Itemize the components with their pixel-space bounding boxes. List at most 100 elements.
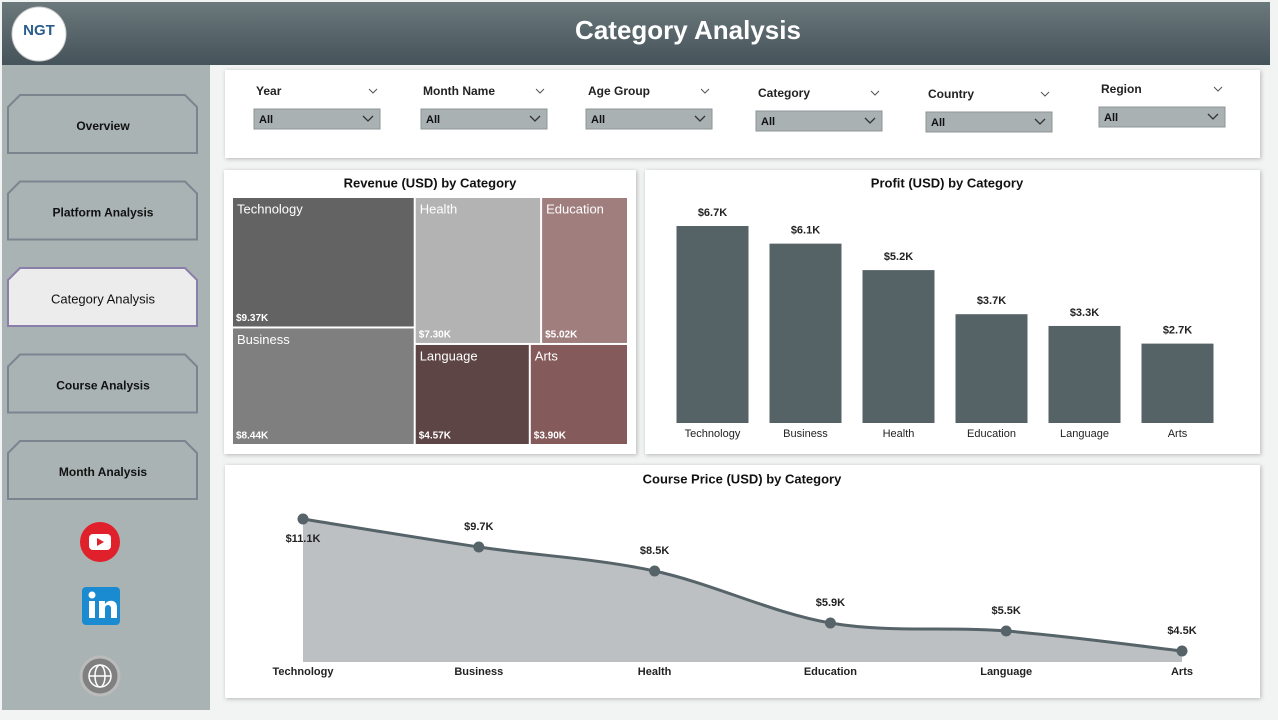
bar-value-label: $2.7K xyxy=(1163,325,1192,337)
point-value-label: $5.5K xyxy=(992,605,1021,617)
filter-value[interactable]: All xyxy=(761,116,775,128)
bar xyxy=(1048,325,1121,423)
nav-label[interactable]: Month Analysis xyxy=(59,465,148,479)
nav-label[interactable]: Overview xyxy=(76,119,130,133)
filter-chevron xyxy=(700,88,710,94)
area-point xyxy=(1176,645,1188,657)
treemap-value: $3.90K xyxy=(534,431,567,442)
filter-label: Age Group xyxy=(588,84,650,98)
filter-label: Month Name xyxy=(423,84,495,98)
dropdown-chevron xyxy=(864,117,876,124)
treemap-value: $9.37K xyxy=(236,313,269,324)
dropdown-chevron xyxy=(694,115,706,122)
bar-value-label: $3.7K xyxy=(977,295,1006,307)
filter-dropdown[interactable] xyxy=(925,111,1053,133)
filter-label: Country xyxy=(928,87,974,101)
treemap-label: Health xyxy=(420,201,458,216)
treemap-label: Education xyxy=(546,201,604,216)
nav-button[interactable] xyxy=(7,440,198,500)
filter-panel xyxy=(225,70,1260,158)
x-tick-label: Language xyxy=(1060,428,1109,440)
nav-label[interactable]: Course Analysis xyxy=(56,379,150,393)
area-point xyxy=(649,565,661,577)
x-tick-label: Technology xyxy=(685,428,741,440)
point-value-label: $8.5K xyxy=(640,545,669,557)
chart-title: Profit (USD) by Category xyxy=(871,175,1024,190)
nav-button[interactable] xyxy=(7,94,198,154)
chart-title: Course Price (USD) by Category xyxy=(643,471,842,486)
filter-dropdown[interactable] xyxy=(420,108,548,130)
x-tick-label: Arts xyxy=(1171,666,1193,678)
page-title: Category Analysis xyxy=(575,15,801,45)
filter-value[interactable]: All xyxy=(591,114,605,126)
nav: Overview Platform Analysis Category Analys… xyxy=(7,94,198,500)
filter-chevron xyxy=(1040,91,1050,97)
treemap-value: $5.02K xyxy=(545,330,578,341)
filter-value[interactable]: All xyxy=(259,114,273,126)
nav-button[interactable] xyxy=(7,353,198,414)
filter-value[interactable]: All xyxy=(1104,112,1118,124)
treemap-cell xyxy=(542,198,627,343)
x-tick-label: Technology xyxy=(273,666,335,678)
filter-dropdown[interactable] xyxy=(1098,106,1226,128)
treemap-cell xyxy=(415,344,529,444)
filter-chevron xyxy=(535,88,545,94)
area-point xyxy=(824,617,836,629)
treemap-value: $4.57K xyxy=(419,431,452,442)
logo xyxy=(11,6,67,62)
bar-value-label: $6.7K xyxy=(698,207,727,219)
bar xyxy=(676,226,749,423)
point-value-label: $4.5K xyxy=(1167,625,1196,637)
treemap-label: Technology xyxy=(237,201,303,216)
nav-button[interactable] xyxy=(7,180,198,241)
filter-dropdown[interactable] xyxy=(253,108,381,130)
linkedin-icon[interactable] xyxy=(82,587,120,625)
filter-label: Category xyxy=(758,86,810,100)
point-value-label: $11.1K xyxy=(286,533,321,545)
filter-chevron xyxy=(870,90,880,96)
dropdown-chevron xyxy=(1034,118,1046,125)
treemap-label: Arts xyxy=(535,348,559,363)
web-icon[interactable] xyxy=(79,655,121,697)
area-point xyxy=(297,513,309,525)
point-value-label: $5.9K xyxy=(816,597,845,609)
dropdown-chevron xyxy=(362,115,374,122)
charts: Revenue (USD) by Category Technology $9.37… xyxy=(233,175,1214,678)
treemap-label: Language xyxy=(420,348,478,363)
x-tick-label: Education xyxy=(967,428,1016,440)
bar-value-label: $3.3K xyxy=(1070,307,1099,319)
filter-dropdown[interactable] xyxy=(755,110,883,132)
area-line xyxy=(302,517,1183,653)
nav-label[interactable]: Platform Analysis xyxy=(53,206,154,220)
x-tick-label: Business xyxy=(783,428,828,440)
x-tick-label: Language xyxy=(980,666,1032,678)
filters: Year All Month Name All Age Group All Category… xyxy=(253,82,1226,133)
bar xyxy=(862,270,935,423)
nav-label[interactable]: Category Analysis xyxy=(51,291,156,306)
treemap-value: $8.44K xyxy=(236,431,269,442)
bar xyxy=(1141,343,1214,423)
x-tick-label: Health xyxy=(638,666,672,678)
x-tick-label: Education xyxy=(804,666,857,678)
nav-button[interactable] xyxy=(7,267,198,327)
filter-label: Region xyxy=(1101,82,1142,96)
x-tick-label: Arts xyxy=(1168,428,1188,440)
youtube-icon[interactable] xyxy=(80,522,120,562)
filter-value[interactable]: All xyxy=(931,117,945,129)
filter-dropdown[interactable] xyxy=(585,108,713,130)
area-point xyxy=(473,541,485,553)
treemap-cell xyxy=(233,198,414,327)
header-bar xyxy=(2,2,1270,65)
filter-value[interactable]: All xyxy=(426,114,440,126)
chart-title: Revenue (USD) by Category xyxy=(344,175,517,190)
filter-chevron xyxy=(1213,86,1223,92)
dropdown-chevron xyxy=(1207,113,1219,120)
filter-chevron xyxy=(368,88,378,94)
area-fill xyxy=(303,519,1182,662)
treemap-cell xyxy=(415,198,541,343)
bar xyxy=(955,314,1028,423)
treemap-cell xyxy=(233,328,414,444)
bar-value-label: $5.2K xyxy=(884,251,913,263)
x-tick-label: Business xyxy=(454,666,503,678)
